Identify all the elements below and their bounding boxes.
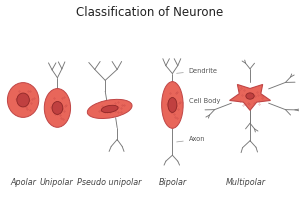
Ellipse shape [44, 89, 70, 127]
Text: Apolar: Apolar [10, 178, 36, 187]
Ellipse shape [246, 93, 254, 99]
Ellipse shape [87, 99, 132, 119]
Ellipse shape [168, 98, 177, 112]
Ellipse shape [17, 93, 29, 107]
Text: Classification of Neurone: Classification of Neurone [76, 6, 224, 19]
Text: Dendrite: Dendrite [177, 68, 218, 74]
Ellipse shape [162, 82, 183, 128]
Text: Cell Body: Cell Body [183, 98, 220, 104]
Ellipse shape [101, 105, 118, 113]
Text: Unipolar: Unipolar [39, 178, 73, 187]
Text: Pseudo unipolar: Pseudo unipolar [77, 178, 142, 187]
Text: Bipolar: Bipolar [158, 178, 187, 187]
Ellipse shape [8, 83, 39, 117]
Polygon shape [230, 84, 271, 110]
Text: Axon: Axon [177, 136, 205, 142]
Ellipse shape [52, 101, 63, 114]
Text: Multipolar: Multipolar [226, 178, 266, 187]
